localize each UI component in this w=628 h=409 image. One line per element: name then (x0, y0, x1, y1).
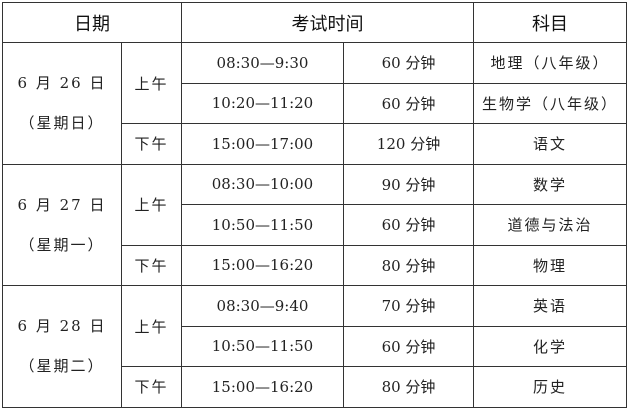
weekday-label: （星期一） (19, 235, 105, 254)
header-subject: 科目 (473, 2, 627, 43)
time-cell: 10:50—11:50 (181, 325, 344, 367)
period-cell: 下午 (121, 123, 182, 165)
header-row: 日期 考试时间 科目 (2, 2, 627, 43)
date-cell: 6 月 26 日 （星期日） (2, 42, 122, 165)
date-cell: 6 月 28 日 （星期二） (2, 285, 122, 408)
duration-cell: 60 分钟 (343, 82, 474, 124)
subject-cell: 道德与法治 (473, 204, 627, 246)
duration-cell: 60 分钟 (343, 325, 474, 367)
time-cell: 15:00—16:20 (181, 244, 344, 286)
subject-cell: 化学 (473, 325, 627, 367)
subject-cell: 语文 (473, 123, 627, 165)
period-cell: 上午 (121, 285, 182, 367)
table-row: 10:20—11:20 60 分钟 生物学（八年级） (3, 82, 627, 124)
weekday-label: （星期日） (19, 114, 105, 133)
table-row: 6 月 27 日 （星期一） 上午 08:30—10:00 90 分钟 数学 (2, 163, 627, 286)
table-row: 10:50—11:50 60 分钟 道德与法治 (3, 204, 627, 246)
period-cell: 上午 (121, 163, 182, 246)
subject-cell: 物理 (473, 244, 627, 286)
duration-cell: 80 分钟 (343, 244, 474, 286)
duration-cell: 120 分钟 (343, 123, 474, 165)
header-time: 考试时间 (181, 2, 474, 43)
date-label: 6 月 28 日 (17, 317, 107, 336)
table-row: 下午 15:00—17:00 120 分钟 语文 (3, 123, 627, 165)
time-cell: 15:00—16:20 (181, 366, 344, 408)
time-cell: 15:00—17:00 (181, 123, 344, 165)
time-cell: 08:30—9:30 (181, 42, 344, 84)
period-cell: 下午 (121, 366, 182, 408)
duration-cell: 90 分钟 (343, 163, 474, 205)
duration-cell: 60 分钟 (343, 204, 474, 246)
header-date: 日期 (2, 2, 182, 43)
subject-cell: 英语 (473, 285, 627, 327)
table-row: 6 月 26 日 （星期日） 上午 08:30—9:30 60 分钟 地理（八年级） (2, 42, 627, 165)
date-label: 6 月 27 日 (17, 195, 107, 214)
duration-cell: 60 分钟 (343, 42, 474, 84)
period-cell: 上午 (121, 42, 182, 124)
time-cell: 10:50—11:50 (181, 204, 344, 246)
subject-cell: 生物学（八年级） (473, 82, 627, 124)
subject-cell: 历史 (473, 366, 627, 408)
date-label: 6 月 26 日 (17, 74, 107, 93)
time-cell: 08:30—10:00 (181, 163, 344, 205)
table-row: 10:50—11:50 60 分钟 化学 (3, 325, 627, 367)
duration-cell: 70 分钟 (343, 285, 474, 327)
weekday-label: （星期二） (19, 357, 105, 376)
time-cell: 10:20—11:20 (181, 82, 344, 124)
duration-cell: 80 分钟 (343, 366, 474, 408)
subject-cell: 地理（八年级） (473, 42, 627, 84)
table-row: 6 月 28 日 （星期二） 上午 08:30—9:40 70 分钟 英语 (2, 285, 627, 408)
subject-cell: 数学 (473, 163, 627, 205)
table-row: 下午 15:00—16:20 80 分钟 历史 (3, 366, 627, 408)
date-cell: 6 月 27 日 （星期一） (2, 163, 122, 286)
time-cell: 08:30—9:40 (181, 285, 344, 327)
period-cell: 下午 (121, 244, 182, 286)
table-row: 下午 15:00—16:20 80 分钟 物理 (3, 244, 627, 286)
